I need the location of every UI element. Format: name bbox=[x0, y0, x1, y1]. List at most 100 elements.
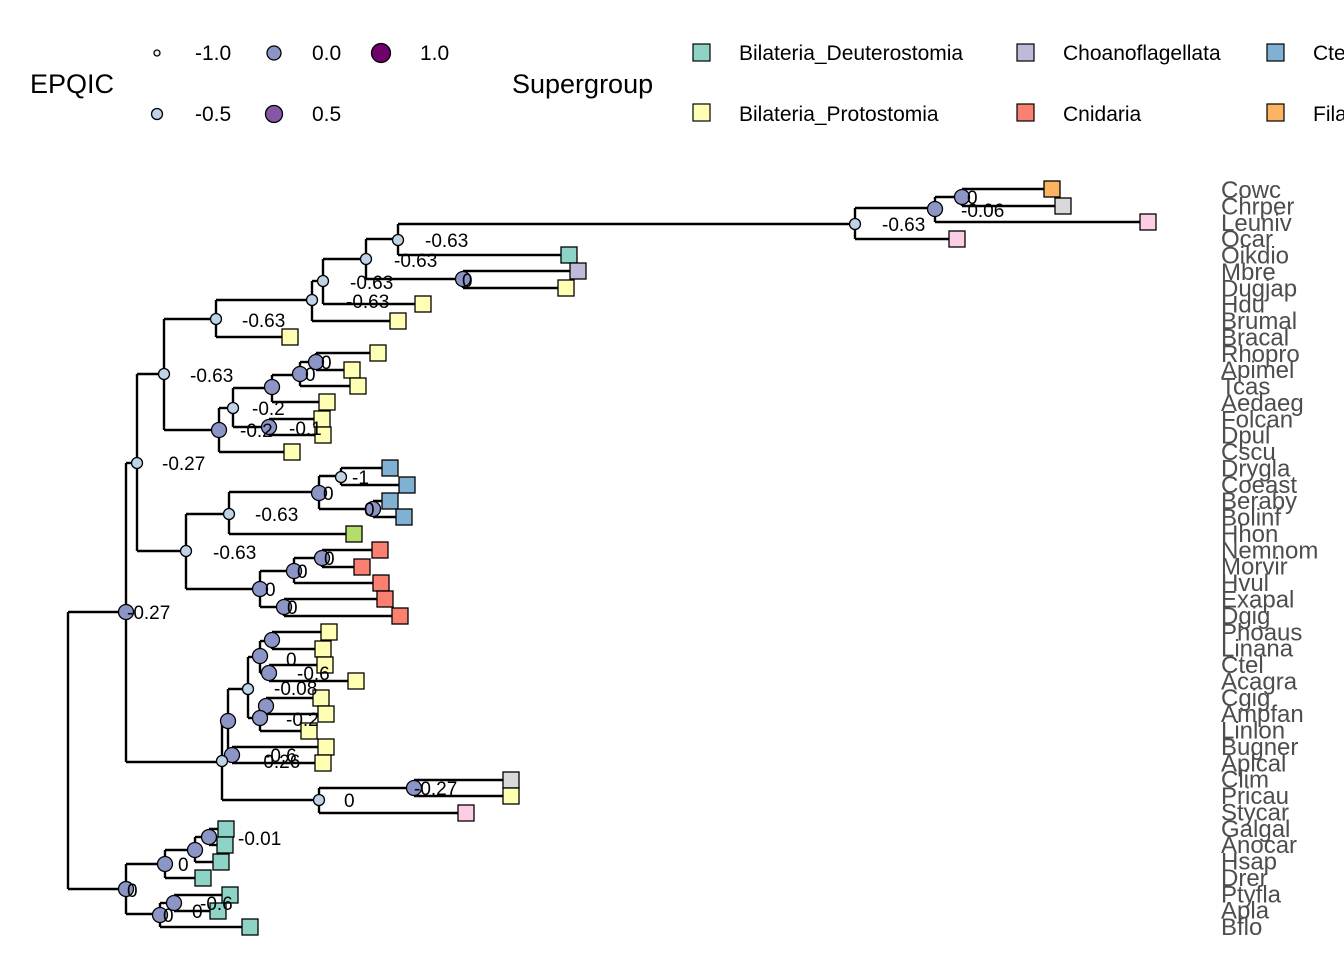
tip-label: Acagra bbox=[1221, 668, 1298, 695]
epqic-legend-item: -1.0 bbox=[153, 42, 231, 65]
node-label: -0.08 bbox=[274, 679, 317, 700]
node-label: -0.01 bbox=[238, 829, 281, 850]
tip-label: Hsap bbox=[1221, 849, 1277, 876]
tip-label: Oikdio bbox=[1221, 243, 1289, 270]
tree-branches bbox=[66, 187, 1148, 929]
tip-label: Anocar bbox=[1221, 832, 1297, 859]
supergroup-swatch bbox=[1016, 43, 1035, 62]
tip-label: Stycar bbox=[1221, 799, 1289, 826]
supergroup-legend-label: Bilateria_Protostomia bbox=[739, 103, 939, 126]
internal-node bbox=[251, 580, 269, 598]
internal-node bbox=[222, 507, 236, 521]
internal-node bbox=[275, 598, 293, 616]
epqic-legend-item: 0.5 bbox=[264, 103, 341, 126]
node-label: -0.06 bbox=[961, 201, 1004, 222]
tip-label: Morvir bbox=[1221, 554, 1288, 581]
internal-node bbox=[312, 793, 326, 807]
supergroup-legend-label: Cnidaria bbox=[1063, 103, 1142, 126]
tip-label: Bugner bbox=[1221, 734, 1298, 761]
tip-marker bbox=[345, 525, 363, 543]
tip-label: Aedaeg bbox=[1221, 390, 1304, 417]
tip-label: Dgig bbox=[1221, 603, 1270, 630]
tip-marker bbox=[314, 754, 332, 772]
tip-marker bbox=[1054, 197, 1072, 215]
node-label: -0.27 bbox=[162, 454, 205, 475]
internal-node bbox=[263, 378, 281, 396]
tip-marker bbox=[216, 836, 234, 854]
internal-node bbox=[156, 855, 174, 873]
tip-marker bbox=[316, 656, 334, 674]
internal-node bbox=[307, 353, 325, 371]
node-label: 0 bbox=[287, 598, 298, 619]
internal-node bbox=[130, 456, 144, 470]
supergroup-legend-label: Fila bbox=[1313, 103, 1344, 126]
node-label: -0.63 bbox=[425, 231, 468, 252]
internal-node bbox=[251, 709, 269, 727]
node-label: -0.1 bbox=[289, 419, 322, 440]
internal-node bbox=[251, 647, 269, 665]
node-label: -0.63 bbox=[350, 273, 393, 294]
tip-label: Ptyfla bbox=[1221, 881, 1282, 908]
tip-label: Ctel bbox=[1221, 652, 1264, 679]
internal-node bbox=[117, 880, 135, 898]
tip-marker bbox=[353, 558, 371, 576]
node-label: 0 bbox=[324, 549, 335, 570]
epqic-legend-title: EPQIC bbox=[30, 69, 114, 99]
node-markers bbox=[117, 188, 971, 924]
supergroup-legend-item: Cnidaria bbox=[1016, 103, 1142, 126]
tip-label: Bolinf bbox=[1221, 505, 1281, 532]
internal-node bbox=[223, 746, 241, 764]
tip-label: Chrper bbox=[1221, 193, 1294, 220]
internal-node bbox=[263, 631, 281, 649]
node-label: -0.63 bbox=[242, 311, 285, 332]
node-labels: 0-0.06-0.63-0.63-0.63-0.63-0.630-0.63-0.… bbox=[127, 188, 1004, 927]
epqic-legend-label: -0.5 bbox=[195, 103, 231, 126]
internal-node bbox=[313, 549, 331, 567]
tip-label: Rhopro bbox=[1221, 341, 1300, 368]
tip-label: Pricau bbox=[1221, 783, 1289, 810]
tip-marker bbox=[381, 492, 399, 510]
tip-label: Leuniv bbox=[1221, 210, 1292, 237]
tip-label: Folcan bbox=[1221, 406, 1293, 433]
internal-node bbox=[151, 906, 169, 924]
tip-marker bbox=[349, 377, 367, 395]
tip-marker bbox=[314, 640, 332, 658]
node-label: 0 bbox=[265, 580, 276, 601]
internal-node bbox=[165, 894, 183, 912]
supergroup-legend-item: Bilateria_Deuterostomia bbox=[692, 42, 963, 65]
epqic-legend-item: 0.0 bbox=[266, 42, 341, 65]
tip-marker bbox=[194, 869, 212, 887]
tip-marker bbox=[369, 344, 387, 362]
tip-marker bbox=[221, 886, 239, 904]
tip-label: Galgal bbox=[1221, 816, 1290, 843]
supergroup-legend-label: Choanoflagellata bbox=[1063, 42, 1221, 65]
tip-marker bbox=[283, 443, 301, 461]
tip-label: Bracal bbox=[1221, 324, 1289, 351]
tip-marker bbox=[343, 361, 361, 379]
internal-node bbox=[260, 664, 278, 682]
tip-label: Drer bbox=[1221, 865, 1268, 892]
tip-label: Phoaus bbox=[1221, 619, 1302, 646]
internal-node bbox=[405, 779, 423, 797]
internal-node bbox=[219, 712, 237, 730]
node-label: -0.6 bbox=[200, 894, 233, 915]
epqic-legend-label: 0.5 bbox=[312, 103, 341, 126]
node-label: 0 bbox=[344, 791, 355, 812]
internal-node bbox=[334, 470, 348, 484]
internal-node bbox=[391, 233, 405, 247]
epqic-legend-item: -0.5 bbox=[150, 103, 231, 126]
tip-marker bbox=[317, 738, 335, 756]
epqic-legend: EPQIC -1.0 0.0 1.0 -0.5 0.5 bbox=[30, 42, 449, 126]
internal-node bbox=[953, 188, 971, 206]
tip-label: Aplcal bbox=[1221, 750, 1286, 777]
node-label: 0 bbox=[462, 271, 473, 292]
internal-node bbox=[848, 217, 862, 231]
tip-label: Dpul bbox=[1221, 423, 1270, 450]
tip-marker bbox=[300, 722, 318, 740]
node-label: 0 bbox=[163, 906, 174, 927]
internal-node bbox=[260, 418, 278, 436]
supergroup-swatch bbox=[692, 103, 711, 122]
internal-node bbox=[186, 841, 204, 859]
